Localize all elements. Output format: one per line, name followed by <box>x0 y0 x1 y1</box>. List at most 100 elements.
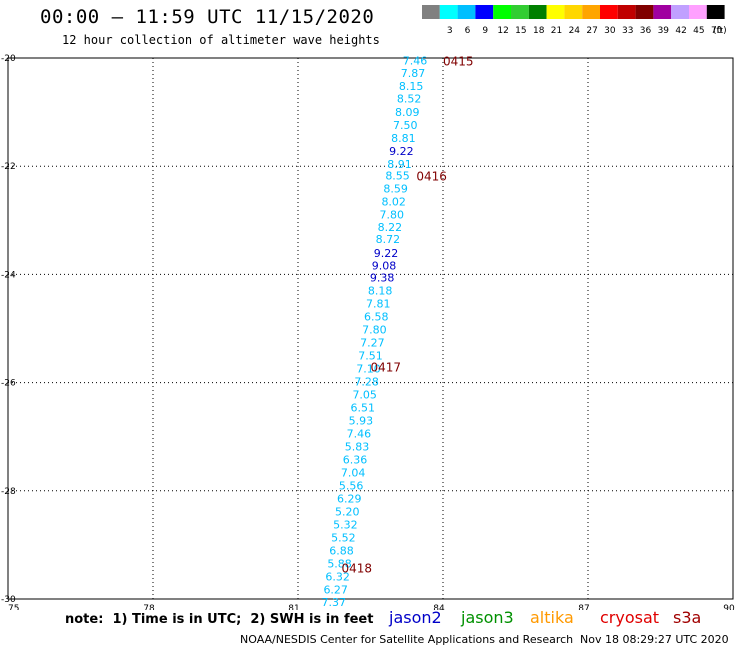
y-tick-label: -22 <box>1 162 16 172</box>
wave-height-label: 7.51 <box>358 350 383 363</box>
credit-line: NOAA/NESDIS Center for Satellite Applica… <box>240 633 574 646</box>
wave-height-label: 8.72 <box>376 233 401 246</box>
color-legend: 3 6 9 12 15 18 21 24 27 30 33 36 39 42 45 70(ft) <box>422 5 727 36</box>
units-note: note: 1) Time is in UTC; 2) SWH is in fe… <box>65 612 374 627</box>
legend-swatch <box>706 5 725 19</box>
wave-height-label: 7.46 <box>403 55 428 68</box>
wave-height-label: 8.59 <box>383 182 408 195</box>
legend-bin-label: 36 <box>640 26 652 36</box>
wave-height-label: 8.22 <box>378 221 403 234</box>
pass-time-label: 0418 <box>342 562 373 576</box>
wave-height-label: 9.08 <box>372 260 397 273</box>
legend-swatch <box>582 5 600 19</box>
x-tick-label: 75 <box>8 604 19 610</box>
wave-height-label: 6.29 <box>337 492 362 505</box>
legend-bin-label: 15 <box>515 26 526 36</box>
legend-bin-label: 45 <box>693 26 704 36</box>
legend-swatch <box>600 5 618 19</box>
wave-height-label: 6.36 <box>343 453 368 466</box>
x-tick-label: 78 <box>143 604 155 610</box>
legend-bin-label: 24 <box>569 26 581 36</box>
legend-bin-label: 33 <box>622 26 633 36</box>
wave-height-label: 8.02 <box>381 195 406 208</box>
wave-height-label: 7.28 <box>354 376 379 389</box>
wave-height-label: 7.05 <box>352 389 377 402</box>
pass-time-label: 0415 <box>443 55 474 69</box>
legend-bin-label: 18 <box>533 26 545 36</box>
y-tick-label: -26 <box>1 379 16 389</box>
legend-bin-label: 70 <box>711 26 723 36</box>
y-tick-label: -24 <box>1 270 16 280</box>
satellite-label-s3a: s3a <box>673 608 702 627</box>
satellite-label-altika: altika <box>530 608 574 627</box>
legend-swatch <box>653 5 672 19</box>
legend-unit-label: (ft) <box>713 26 727 36</box>
generated-timestamp: Nov 18 08:29:27 UTC 2020 <box>580 633 729 646</box>
satellite-label-jason2: jason2 <box>389 608 442 627</box>
chart-subtitle: 12 hour collection of altimeter wave hei… <box>62 33 380 47</box>
chart-title: 00:00 – 11:59 UTC 11/15/2020 <box>40 6 375 28</box>
y-tick-label: -20 <box>1 54 16 64</box>
wave-height-plot: 75 78 81 84 87 90-20-22-24-26-28-307.467.878.… <box>1 54 735 610</box>
legend-swatch <box>546 5 565 19</box>
wave-height-label: 5.52 <box>331 531 356 544</box>
wave-height-label: 7.37 <box>322 596 347 609</box>
wave-height-label: 6.51 <box>351 401 376 414</box>
wave-height-label: 9.38 <box>370 272 395 285</box>
legend-bin-label: 42 <box>675 26 686 36</box>
legend-swatch <box>564 5 583 19</box>
wave-height-label: 6.88 <box>329 544 354 557</box>
wave-height-label: 5.56 <box>339 479 364 492</box>
wave-height-label: 7.04 <box>341 466 366 479</box>
legend-swatch <box>439 5 458 19</box>
legend-swatch <box>422 5 440 19</box>
wave-height-label: 6.58 <box>364 311 389 324</box>
legend-swatch <box>671 5 689 19</box>
legend-swatch <box>528 5 547 19</box>
legend-bin-label: 21 <box>551 26 562 36</box>
wave-height-label: 8.81 <box>391 132 416 145</box>
y-tick-label: -30 <box>1 595 16 605</box>
wave-height-label: 5.20 <box>335 505 360 518</box>
wave-height-label: 7.27 <box>360 337 385 350</box>
legend-bin-label: 9 <box>482 26 488 36</box>
legend-bin-label: 27 <box>586 26 597 36</box>
plot-frame <box>7 57 734 600</box>
x-tick-label: 87 <box>578 604 589 610</box>
wave-height-label: 7.80 <box>380 208 405 221</box>
wave-height-label: 8.18 <box>368 285 393 298</box>
legend-bin-label: 3 <box>447 26 453 36</box>
legend-swatch <box>457 5 476 19</box>
wave-height-label: 7.10 <box>356 363 381 376</box>
wave-height-label: 8.55 <box>385 169 410 182</box>
y-tick-label: -28 <box>1 487 16 497</box>
wave-height-label: 7.80 <box>362 324 387 337</box>
wave-height-label: 5.83 <box>345 440 370 453</box>
wave-height-label: 5.32 <box>333 518 358 531</box>
legend-swatch <box>475 5 494 19</box>
wave-height-label: 8.15 <box>399 80 424 93</box>
x-tick-label: 84 <box>433 604 445 610</box>
legend-swatch <box>493 5 511 19</box>
wave-height-label: 7.87 <box>401 67 426 80</box>
wave-height-label: 6.27 <box>323 583 348 596</box>
wave-height-label: 7.81 <box>366 298 391 311</box>
legend-swatch <box>689 5 707 19</box>
x-tick-label: 90 <box>723 604 735 610</box>
legend-bin-label: 6 <box>465 26 471 36</box>
legend-bin-label: 12 <box>497 26 508 36</box>
wave-height-label: 7.46 <box>347 427 372 440</box>
satellite-label-jason3: jason3 <box>461 608 514 627</box>
pass-time-label: 0417 <box>371 360 402 374</box>
wave-height-label: 5.93 <box>349 414 374 427</box>
legend-swatch <box>511 5 529 19</box>
legend-swatch <box>635 5 654 19</box>
satellite-label-cryosat: cryosat <box>600 608 660 627</box>
legend-bin-label: 39 <box>658 26 670 36</box>
x-tick-label: 81 <box>288 604 299 610</box>
wave-height-label: 5.88 <box>327 557 352 570</box>
wave-height-label: 7.50 <box>393 119 418 132</box>
wave-height-label: 9.22 <box>374 247 399 260</box>
legend-bin-label: 30 <box>604 26 616 36</box>
wave-height-label: 6.32 <box>325 570 350 583</box>
